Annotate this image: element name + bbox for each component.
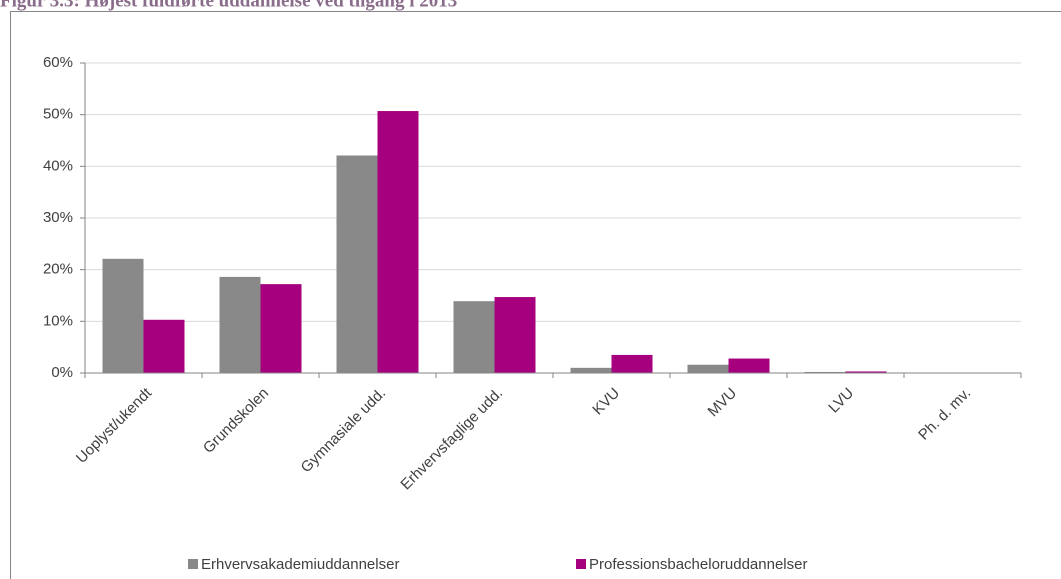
y-tick-label: 0% — [51, 364, 73, 381]
y-tick-label: 50% — [43, 106, 73, 123]
bar — [728, 358, 770, 373]
legend-swatch — [576, 559, 586, 569]
bar — [570, 367, 612, 373]
bar — [143, 319, 185, 373]
y-tick-label: 20% — [43, 261, 73, 278]
y-tick-label: 40% — [43, 157, 73, 174]
bar — [377, 111, 419, 374]
bar — [845, 371, 887, 373]
bar — [611, 354, 653, 373]
legend-label: Erhvervsakademiuddannelser — [201, 556, 399, 573]
bar — [494, 297, 536, 373]
bar — [336, 155, 378, 373]
bar — [219, 276, 261, 373]
y-tick-label: 10% — [43, 312, 73, 329]
legend-swatch — [188, 559, 198, 569]
y-tick-label: 60% — [43, 54, 73, 71]
bar — [804, 371, 846, 373]
y-tick-label: 30% — [43, 209, 73, 226]
legend-label: Professionsbacheloruddannelser — [589, 556, 807, 573]
bar — [260, 284, 302, 373]
chart-border — [10, 11, 1061, 579]
bar — [102, 258, 144, 373]
chart-title: Figur 3.3: Højest fuldførte uddannelse v… — [0, 0, 457, 11]
bar — [453, 301, 495, 373]
bar — [687, 364, 729, 373]
